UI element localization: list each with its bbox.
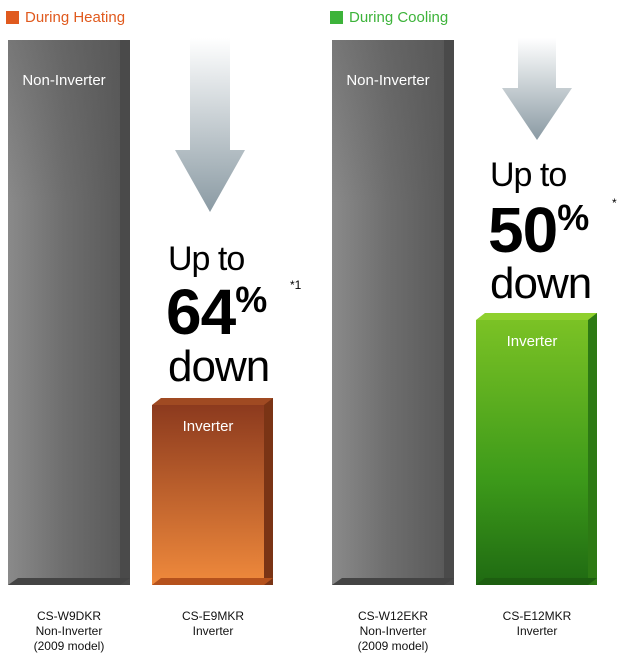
legend-label-cooling: During Cooling — [349, 9, 449, 26]
bar-top — [152, 398, 273, 405]
category-line: Non-Inverter — [359, 624, 427, 638]
annotation-cooling-note: * — [612, 196, 617, 210]
bar-label-cooling-inverter: Inverter — [506, 333, 558, 350]
category-line: Inverter — [192, 624, 234, 638]
category-line: Non-Inverter — [35, 624, 103, 638]
annotation-heating-down: down — [168, 342, 270, 391]
category-label-heating-non-inverter: CS-W9DKR Non-Inverter (2009 model) — [14, 609, 124, 654]
arrow-cooling — [502, 38, 572, 140]
bar-body — [152, 405, 264, 585]
category-line: (2009 model) — [357, 639, 429, 653]
bar-cooling-non-inverter — [332, 40, 454, 585]
bar-base — [8, 578, 130, 585]
bar-body — [476, 320, 588, 585]
annotation-heating-percent: % — [235, 279, 267, 320]
category-line: CS-W12EKR — [357, 609, 428, 623]
bar-base — [476, 578, 597, 585]
category-label-cooling-non-inverter: CS-W12EKR Non-Inverter (2009 model) — [338, 609, 448, 654]
annotation-heating-upto: Up to — [168, 240, 245, 278]
legend-heating: During Heating — [6, 9, 125, 26]
annotation-cooling-value: 50% — [488, 197, 589, 262]
bar-cooling-inverter — [476, 313, 597, 585]
annotation-heating-number: 64 — [166, 276, 236, 348]
annotation-heating-value: 64% — [166, 279, 267, 344]
category-line: CS-E12MKR — [502, 609, 572, 623]
bar-side — [263, 398, 273, 585]
category-line: CS-W9DKR — [36, 609, 101, 623]
bar-label-heating-non-inverter: Non-Inverter — [22, 72, 106, 89]
bar-label-heating-inverter: Inverter — [182, 418, 234, 435]
annotation-cooling-percent: % — [557, 197, 589, 238]
legend-swatch-heating — [6, 11, 19, 24]
bar-heating-inverter — [152, 398, 273, 585]
bar-label-cooling-non-inverter: Non-Inverter — [346, 72, 430, 89]
category-label-cooling-inverter: CS-E12MKR Inverter — [482, 609, 592, 639]
annotation-heating-note: *1 — [290, 278, 302, 292]
category-line: Inverter — [516, 624, 558, 638]
category-label-heating-inverter: CS-E9MKR Inverter — [158, 609, 268, 639]
annotation-cooling-number: 50 — [488, 194, 558, 266]
bar-side — [442, 40, 454, 585]
bar-base — [152, 578, 273, 585]
category-line: CS-E9MKR — [181, 609, 244, 623]
bar-top — [476, 313, 597, 320]
bar-shade — [8, 40, 120, 585]
bar-side — [587, 313, 597, 585]
bar-shade — [332, 40, 444, 585]
bar-heating-non-inverter — [8, 40, 130, 585]
legend-cooling: During Cooling — [330, 9, 448, 26]
bar-base — [332, 578, 454, 585]
annotation-cooling-down: down — [490, 259, 592, 308]
arrow-heating — [175, 38, 245, 212]
bar-side — [118, 40, 130, 585]
legend-label-heating: During Heating — [25, 9, 126, 26]
category-line: (2009 model) — [33, 639, 105, 653]
annotation-cooling-upto: Up to — [490, 156, 567, 194]
legend-swatch-cooling — [330, 11, 343, 24]
